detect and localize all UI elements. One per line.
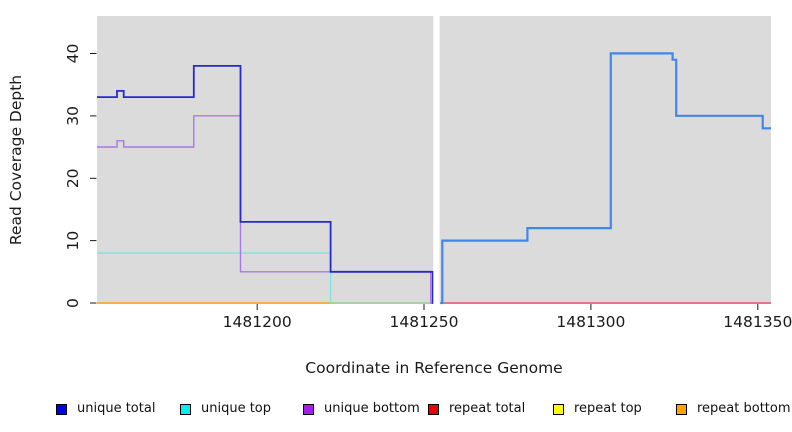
y-axis-ticks bbox=[90, 53, 97, 304]
legend-item-unique-total: unique total bbox=[56, 402, 155, 416]
legend-label: repeat bottom bbox=[697, 401, 791, 416]
series-layer bbox=[97, 14, 771, 305]
y-tick-label: 10 bbox=[64, 231, 82, 251]
y-tick-label: 40 bbox=[64, 44, 82, 64]
legend-label: repeat top bbox=[574, 401, 642, 416]
y-tick-label: 0 bbox=[64, 298, 82, 308]
repeat-top-swatch-icon bbox=[553, 403, 564, 415]
legend-label: repeat total bbox=[449, 401, 526, 416]
x-axis-ticks bbox=[256, 304, 759, 310]
repeat-bottom-swatch-icon bbox=[676, 403, 687, 415]
y-axis-title: Read Coverage Depth bbox=[7, 75, 25, 245]
unique-top-swatch-icon bbox=[180, 403, 191, 415]
x-tick-label: 1481250 bbox=[389, 313, 458, 331]
x-tick-label: 1481350 bbox=[723, 313, 792, 331]
legend-item-repeat-bottom: repeat bottom bbox=[676, 402, 791, 416]
series-unique-bottom-left bbox=[97, 115, 432, 304]
unique-bottom-swatch-icon bbox=[303, 403, 314, 415]
x-tick-label: 1481300 bbox=[556, 313, 625, 331]
legend-label: unique total bbox=[77, 401, 156, 416]
legend-item-repeat-top: repeat top bbox=[553, 402, 642, 416]
series-unique-total-right bbox=[440, 52, 771, 305]
series-unique-total-left bbox=[97, 65, 434, 304]
legend-label: unique bottom bbox=[324, 401, 420, 416]
y-tick-label: 20 bbox=[64, 168, 82, 188]
coverage-plot: 1481200 1481250 1481300 1481350 0 10 20 … bbox=[7, 14, 792, 377]
legend-item-repeat-total: repeat total bbox=[428, 402, 525, 416]
x-axis-title: Coordinate in Reference Genome bbox=[305, 359, 562, 377]
y-tick-label: 30 bbox=[64, 106, 82, 126]
unique-total-swatch-icon bbox=[56, 403, 67, 415]
legend-item-unique-bottom: unique bottom bbox=[303, 402, 420, 416]
x-tick-label: 1481200 bbox=[223, 313, 292, 331]
legend-label: unique top bbox=[201, 401, 272, 416]
panel-gap bbox=[433, 14, 440, 304]
repeat-total-swatch-icon bbox=[428, 403, 439, 415]
legend-item-unique-top: unique top bbox=[180, 402, 271, 416]
